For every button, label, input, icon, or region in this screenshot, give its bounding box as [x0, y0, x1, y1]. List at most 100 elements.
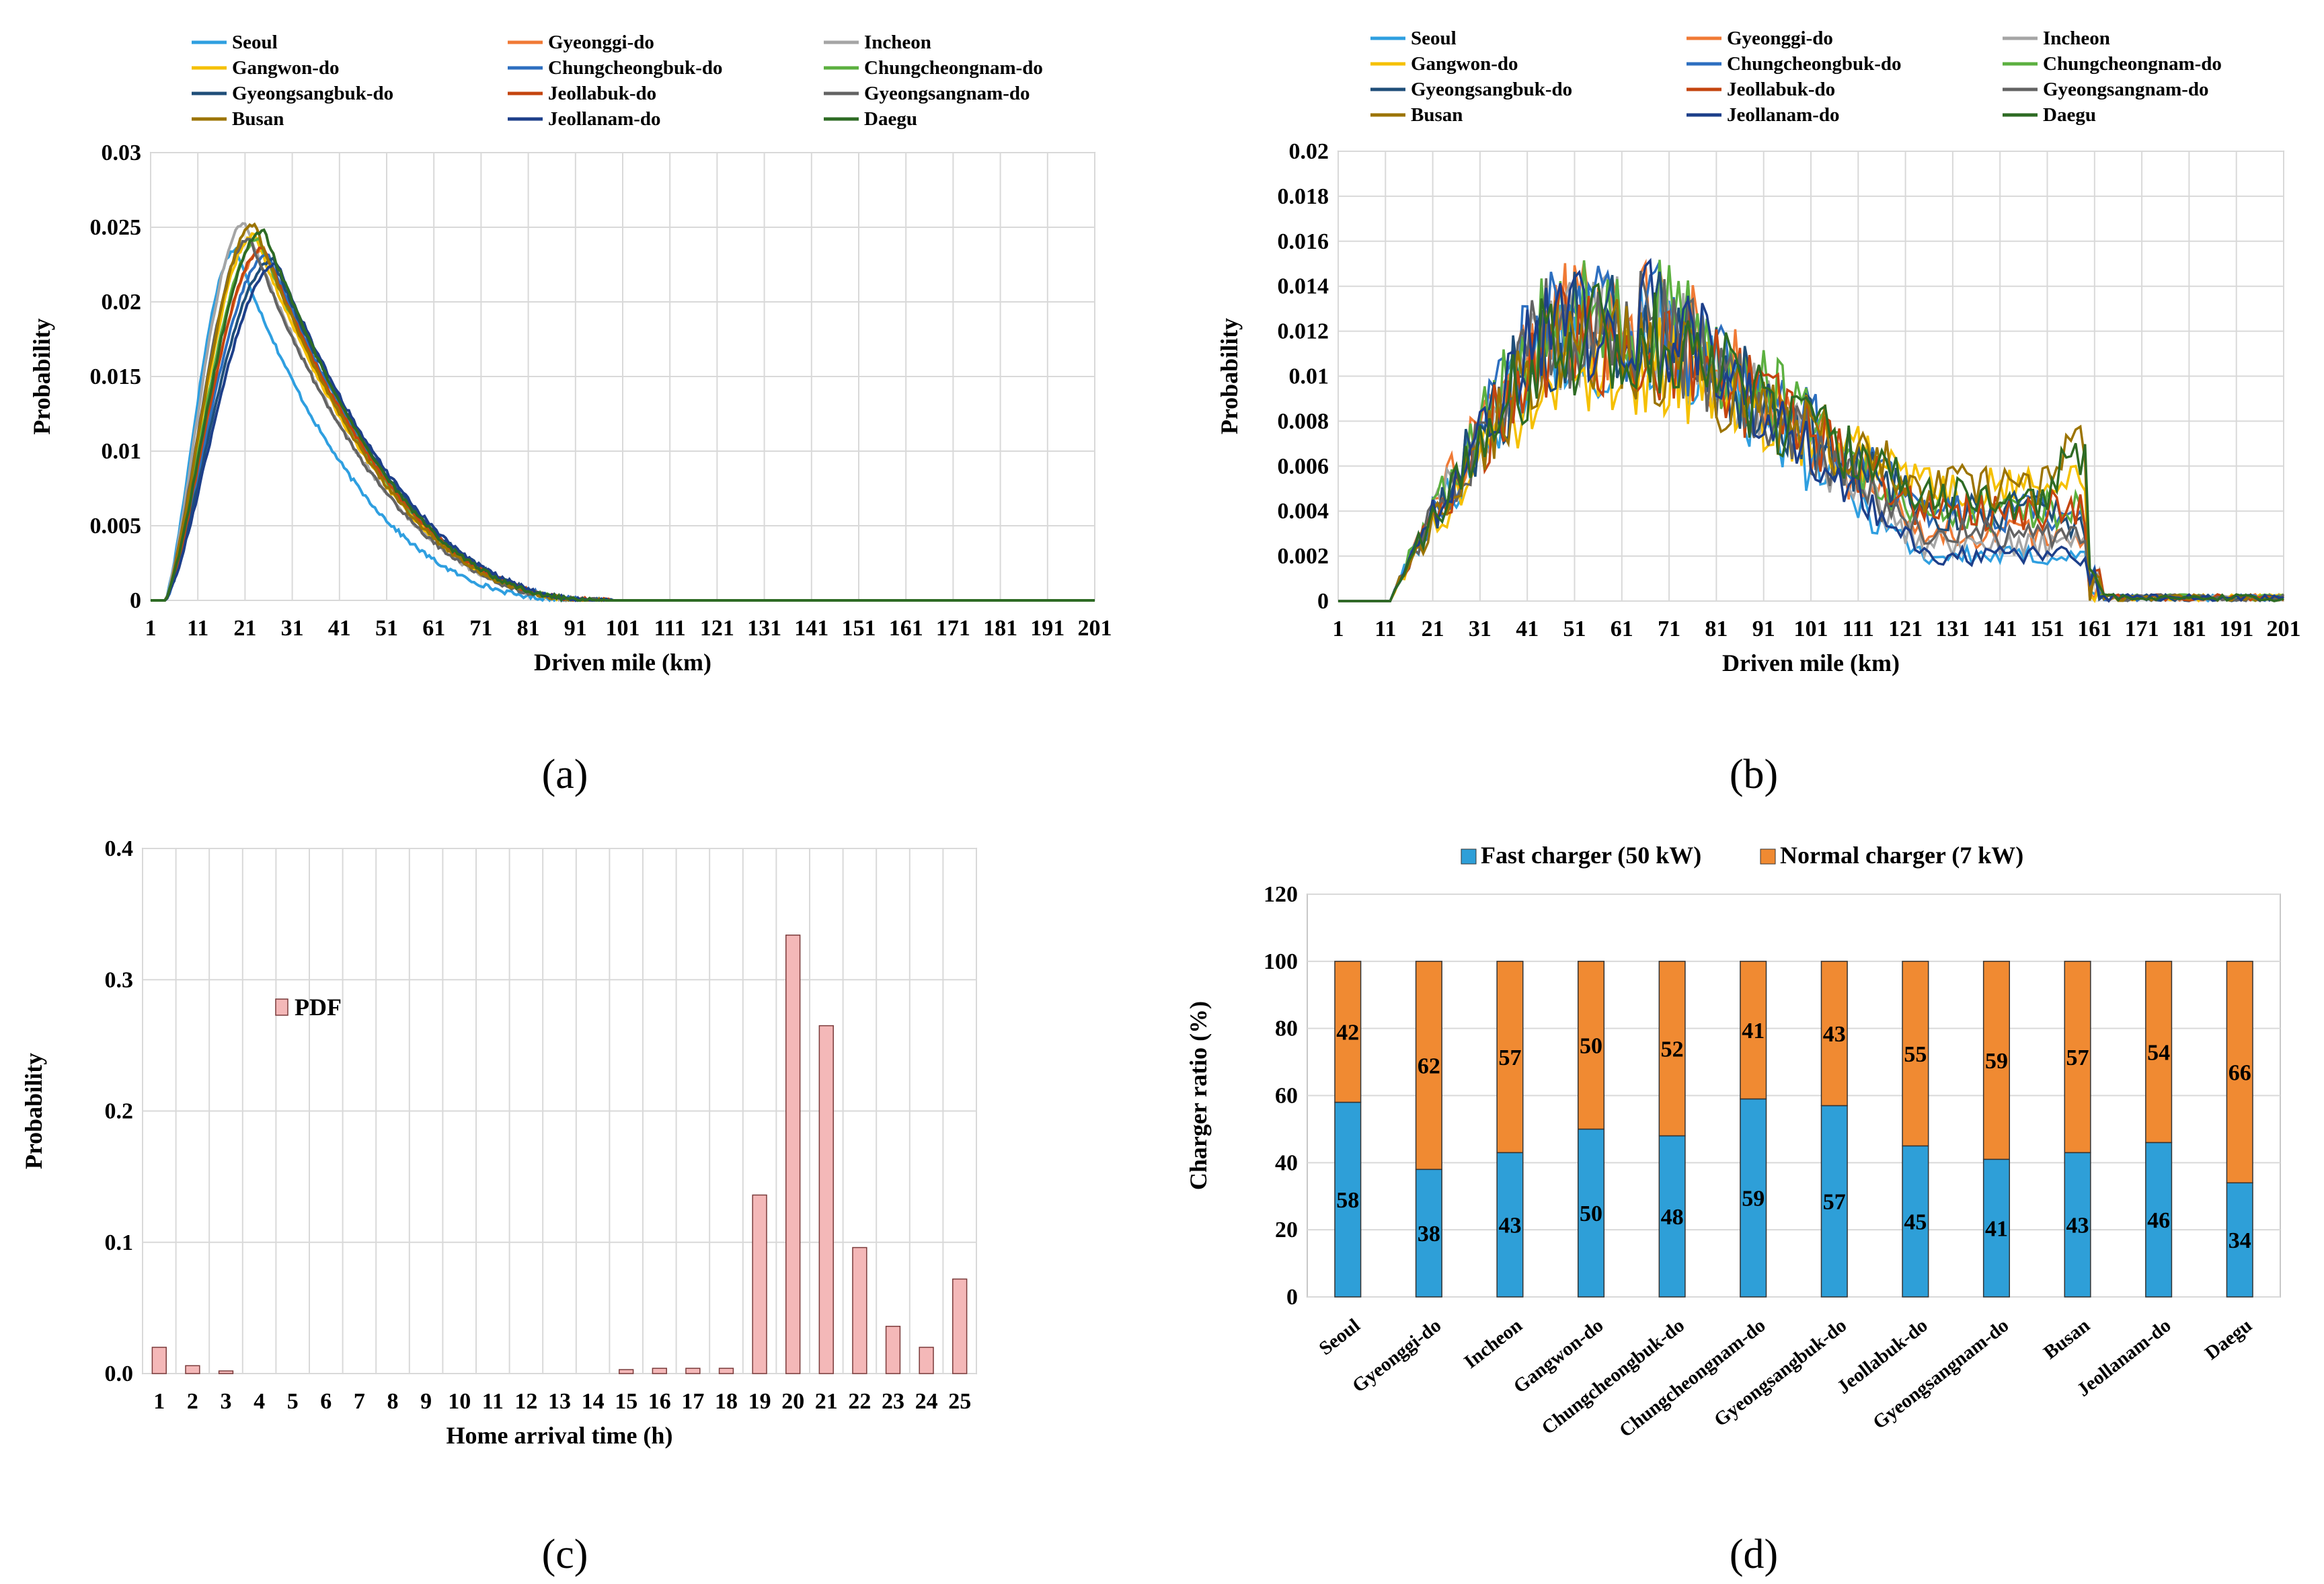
legend-label: Gyeongsangnam-do	[864, 83, 1030, 104]
series-line-daegu	[1338, 282, 2284, 602]
y-tick-label: 0.025	[90, 215, 142, 240]
normal-charger-bar	[1496, 961, 1524, 1154]
chart-panel-b: 0 0.002 0.004 0.006 0.008 0.01 0.012 0.014 0.016…	[1162, 0, 2324, 807]
y-tick-label: 0.4	[105, 836, 134, 861]
y-tick-label: 0.002	[1278, 544, 1329, 569]
x-tick-label: 171	[936, 616, 970, 641]
normal-charger-bar	[2226, 961, 2253, 1184]
x-tick-label: 14	[582, 1389, 605, 1414]
x-tick-label: 121	[700, 616, 734, 641]
legend-label: Chungcheongnam-do	[864, 57, 1043, 79]
normal-charger-data-label: 55	[1904, 1042, 1927, 1067]
x-tick-label: 71	[469, 616, 492, 641]
x-tick-label: 141	[1983, 617, 2017, 641]
x-tick-label: 24	[915, 1389, 938, 1414]
normal-charger-data-label: 62	[1418, 1054, 1440, 1079]
y-tick-label: 0.02	[102, 290, 142, 315]
normal-charger-data-label: 52	[1661, 1037, 1684, 1062]
normal-charger-data-label: 66	[2229, 1061, 2251, 1086]
x-tick-label: 10	[448, 1389, 471, 1414]
x-tick-label: 111	[1843, 617, 1874, 641]
x-tick-label: 81	[517, 616, 540, 641]
x-tick-label: 51	[375, 616, 398, 641]
fast-charger-bar	[1334, 1101, 1362, 1298]
panel-caption: (b)	[1730, 752, 1778, 797]
chart-d-svg: 0 20 40 60 80 100 120 Charger ratio (%) 58 42 Seou…	[1185, 842, 2281, 1577]
x-tick-label: 181	[983, 616, 1017, 641]
pdf-bar	[852, 1246, 867, 1374]
y-tick-label: 0.005	[90, 514, 142, 539]
legend-label: Incheon	[864, 32, 931, 53]
x-tick-label: Gyeonggi-do	[1348, 1314, 1445, 1396]
legend-label: Daegu	[864, 108, 917, 130]
legend-label: Fast charger (50 kW)	[1481, 842, 1701, 869]
legend-swatch	[1461, 848, 1477, 865]
y-tick-label: 0.014	[1278, 274, 1329, 299]
fast-charger-data-label: 59	[1742, 1187, 1765, 1212]
y-tick-label: 0.01	[1289, 364, 1329, 389]
chart-panel-d: 0 20 40 60 80 100 120 Charger ratio (%) 58 42 Seou…	[1162, 807, 2324, 1581]
x-tick-label: 201	[1078, 616, 1112, 641]
x-tick-label: Gyeongsangbuk-do	[1710, 1314, 1851, 1431]
legend-label: Chungcheongbuk-do	[548, 57, 723, 79]
normal-charger-data-label: 42	[1336, 1021, 1359, 1045]
series-line-jeollanam-do	[1338, 258, 2284, 603]
fast-charger-data-label: 38	[1418, 1222, 1440, 1246]
x-tick-label: 191	[2219, 617, 2253, 641]
legend-label: Seoul	[232, 32, 278, 53]
fast-charger-data-label: 34	[2229, 1228, 2251, 1253]
y-tick-label: 0.0	[105, 1361, 134, 1386]
normal-charger-data-label: 41	[1742, 1019, 1765, 1043]
x-tick-label: 161	[2077, 617, 2112, 641]
legend-label: Chungcheongnam-do	[2043, 53, 2222, 75]
x-tick-label: 7	[354, 1389, 365, 1414]
x-tick-label: 18	[715, 1389, 738, 1414]
y-tick-label: 20	[1275, 1218, 1298, 1242]
legend-swatch	[275, 998, 288, 1016]
x-tick-label: 23	[882, 1389, 904, 1414]
x-tick-label: 161	[889, 616, 923, 641]
y-tick-label: 0	[130, 588, 141, 613]
x-tick-label: 8	[387, 1389, 399, 1414]
pdf-bar	[785, 935, 801, 1374]
fast-charger-bar	[1902, 1145, 1929, 1298]
fast-charger-data-label: 50	[1580, 1201, 1602, 1226]
x-tick-label: 22	[848, 1389, 871, 1414]
normal-charger-bar	[2064, 961, 2091, 1154]
fast-charger-bar	[1982, 1158, 2011, 1298]
fast-charger-bar	[1496, 1152, 1524, 1298]
legend-label: Busan	[232, 108, 284, 130]
y-tick-label: 0.03	[102, 141, 142, 165]
fast-charger-data-label: 43	[1498, 1214, 1521, 1238]
x-tick-label: 17	[681, 1389, 704, 1414]
y-tick-label: 0.02	[1289, 139, 1329, 164]
y-tick-label: 0.015	[90, 364, 142, 389]
x-tick-label: 9	[420, 1389, 432, 1414]
x-tick-label: 11	[1374, 617, 1396, 641]
x-tick-label: 2	[187, 1389, 198, 1414]
x-tick-label: 16	[648, 1389, 671, 1414]
x-tick-label: 61	[1611, 617, 1633, 641]
x-tick-label: 91	[564, 616, 587, 641]
legend-label: Normal charger (7 kW)	[1780, 842, 2023, 869]
x-tick-label: 19	[748, 1389, 771, 1414]
x-tick-label: 131	[1935, 617, 1970, 641]
y-tick-label: 0.004	[1278, 499, 1329, 524]
fast-charger-bar	[1577, 1128, 1605, 1298]
pdf-bar	[185, 1365, 200, 1374]
y-tick-label: 40	[1275, 1150, 1298, 1175]
legend-label: Jeollabuk-do	[548, 83, 656, 104]
fast-charger-data-label: 58	[1336, 1188, 1359, 1213]
x-tick-label: 11	[187, 616, 208, 641]
x-axis-title: Home arrival time (h)	[447, 1422, 673, 1449]
normal-charger-bar	[1982, 961, 2011, 1160]
legend-label: Incheon	[2043, 28, 2110, 49]
x-tick-label: 4	[254, 1389, 265, 1414]
fast-charger-bar	[1415, 1169, 1442, 1298]
x-tick-label: 151	[2030, 617, 2064, 641]
legend-label: Busan	[1411, 104, 1463, 126]
x-tick-label: 6	[320, 1389, 332, 1414]
x-tick-label: 51	[1563, 617, 1586, 641]
x-tick-label: 181	[2172, 617, 2206, 641]
